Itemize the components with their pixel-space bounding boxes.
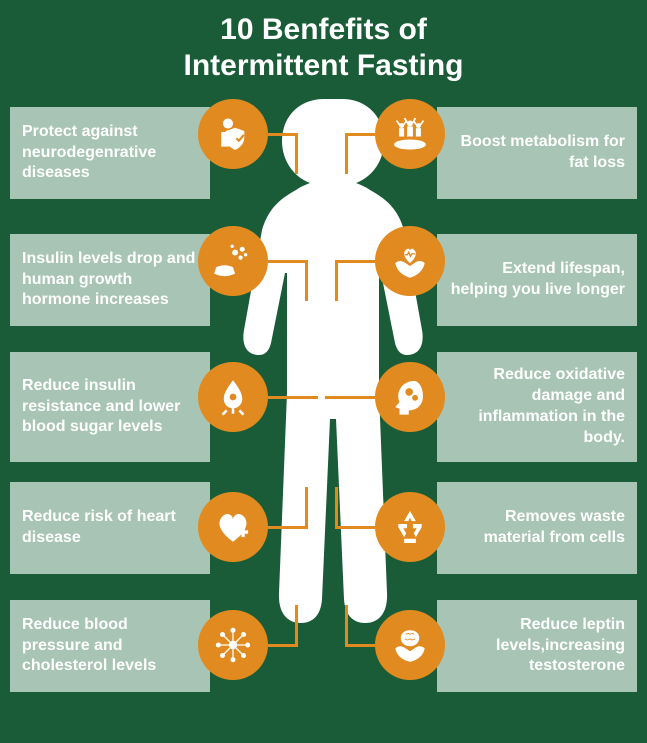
connector-line [268, 260, 308, 263]
connector-line [345, 134, 348, 174]
head-gears-icon [375, 362, 445, 432]
benefit-text: Reduce oxidative damage and inflammation… [449, 365, 625, 448]
connector-line [345, 133, 375, 136]
benefit-text: Removes waste material from cells [449, 507, 625, 549]
title-line1: 10 Benfefits of [0, 12, 647, 48]
connector-line [305, 487, 308, 527]
connector-line [268, 396, 318, 399]
blood-drop-icon [198, 362, 268, 432]
benefit-box-right-2: Reduce oxidative damage and inflammation… [437, 352, 637, 462]
person-shield-icon [198, 99, 268, 169]
benefit-text: Reduce leptin levels,increasing testoste… [449, 615, 625, 677]
connector-line [268, 526, 308, 529]
title-line2: Intermittent Fasting [0, 48, 647, 84]
connector-line [268, 133, 298, 136]
hand-molecules-icon [198, 226, 268, 296]
connector-line [268, 644, 298, 647]
connector-line [335, 260, 375, 263]
benefit-text: Reduce blood pressure and cholesterol le… [22, 615, 198, 677]
hands-brain-icon [375, 610, 445, 680]
benefit-box-left-4: Reduce blood pressure and cholesterol le… [10, 600, 210, 692]
infographic-container: Protect against neurodegenrative disease… [0, 94, 647, 724]
connector-line [295, 605, 298, 645]
benefit-text: Boost metabolism for fat loss [449, 132, 625, 174]
benefit-text: Protect against neurodegenrative disease… [22, 122, 198, 184]
connector-line [325, 396, 375, 399]
benefit-box-right-4: Reduce leptin levels,increasing testoste… [437, 600, 637, 692]
benefit-text: Insulin levels drop and human growth hor… [22, 249, 198, 311]
benefit-text: Reduce risk of heart disease [22, 507, 198, 549]
connector-line [335, 261, 338, 301]
heart-plus-icon [198, 492, 268, 562]
benefit-box-right-3: Removes waste material from cells [437, 482, 637, 574]
benefit-box-right-1: Extend lifespan, helping you live longer [437, 234, 637, 326]
connector-line [305, 261, 308, 301]
benefit-box-left-1: Insulin levels drop and human growth hor… [10, 234, 210, 326]
benefit-text: Extend lifespan, helping you live longer [449, 259, 625, 301]
people-energy-icon [375, 99, 445, 169]
benefit-box-left-2: Reduce insulin resistance and lower bloo… [10, 352, 210, 462]
recycle-icon [375, 492, 445, 562]
connector-line [345, 644, 375, 647]
benefit-text: Reduce insulin resistance and lower bloo… [22, 376, 198, 438]
connector-line [295, 134, 298, 174]
benefit-box-left-0: Protect against neurodegenrative disease… [10, 107, 210, 199]
connector-line [335, 487, 338, 527]
hands-heart-icon [375, 226, 445, 296]
connector-line [335, 526, 375, 529]
connector-line [345, 605, 348, 645]
benefit-box-left-3: Reduce risk of heart disease [10, 482, 210, 574]
network-nodes-icon [198, 610, 268, 680]
benefit-box-right-0: Boost metabolism for fat loss [437, 107, 637, 199]
